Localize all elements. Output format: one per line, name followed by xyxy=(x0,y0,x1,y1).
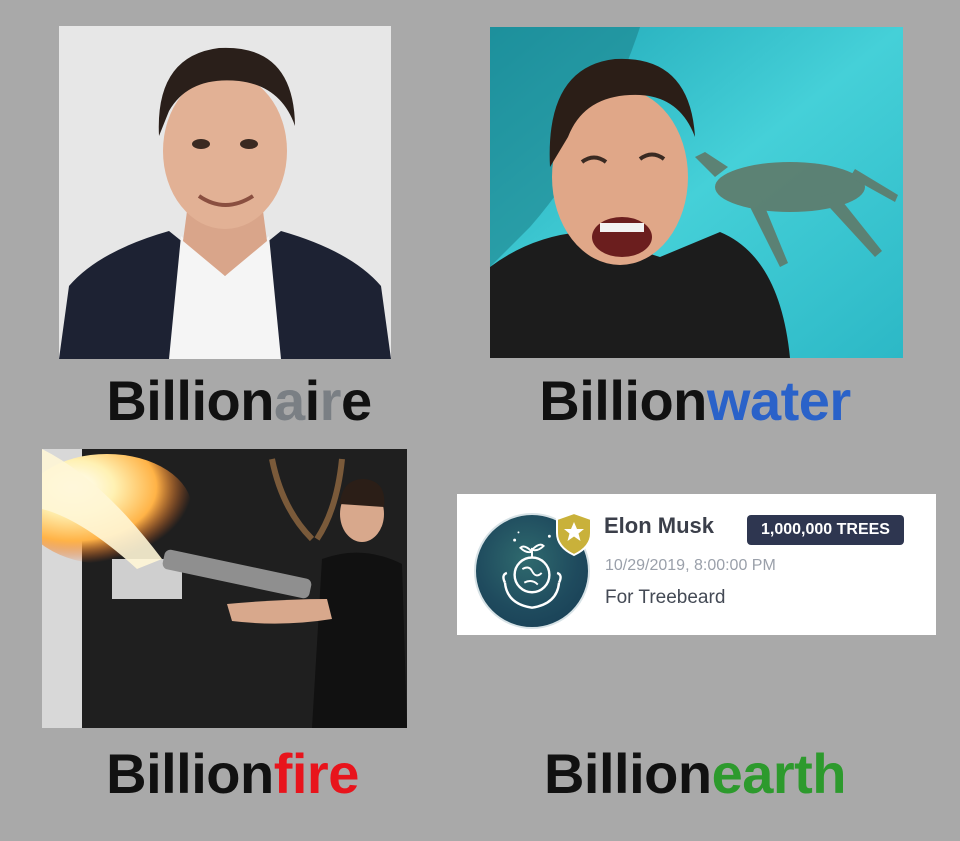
caption-suffix-part: r xyxy=(319,369,342,432)
caption-billionearth: Billionearth xyxy=(505,744,885,804)
caption-suffix-part: fire xyxy=(273,742,360,805)
caption-suffix-part: water xyxy=(706,369,851,432)
caption-prefix: Billion xyxy=(539,369,707,432)
caption-billionaire: Billionaire xyxy=(59,371,419,431)
caption-suffix-part: i xyxy=(304,369,321,432)
caption-prefix: Billion xyxy=(543,742,712,805)
earth-hands-icon xyxy=(474,513,590,629)
flamethrower-photo xyxy=(42,449,407,728)
donation-note: For Treebeard xyxy=(605,587,726,608)
caption-suffix-part: earth xyxy=(711,742,847,805)
donation-date: 10/29/2019, 8:00:00 PM xyxy=(605,557,776,574)
caption-prefix: Billion xyxy=(106,369,274,432)
caption-prefix: Billion xyxy=(106,742,274,805)
donor-name: Elon Musk xyxy=(604,513,715,538)
portrait-photo xyxy=(59,26,391,359)
caption-billionwater: Billionwater xyxy=(505,371,885,431)
laughing-with-deer-photo xyxy=(490,27,903,358)
trees-count-badge: 1,000,000 TREES xyxy=(747,515,904,545)
shield-star-icon xyxy=(554,511,594,557)
caption-suffix-part: a xyxy=(273,369,305,432)
caption-suffix-part: e xyxy=(340,369,372,432)
caption-billionfire: Billionfire xyxy=(60,744,405,804)
tree-donation-card: Elon Musk 1,000,000 TREES 10/29/2019, 8:… xyxy=(457,494,936,635)
